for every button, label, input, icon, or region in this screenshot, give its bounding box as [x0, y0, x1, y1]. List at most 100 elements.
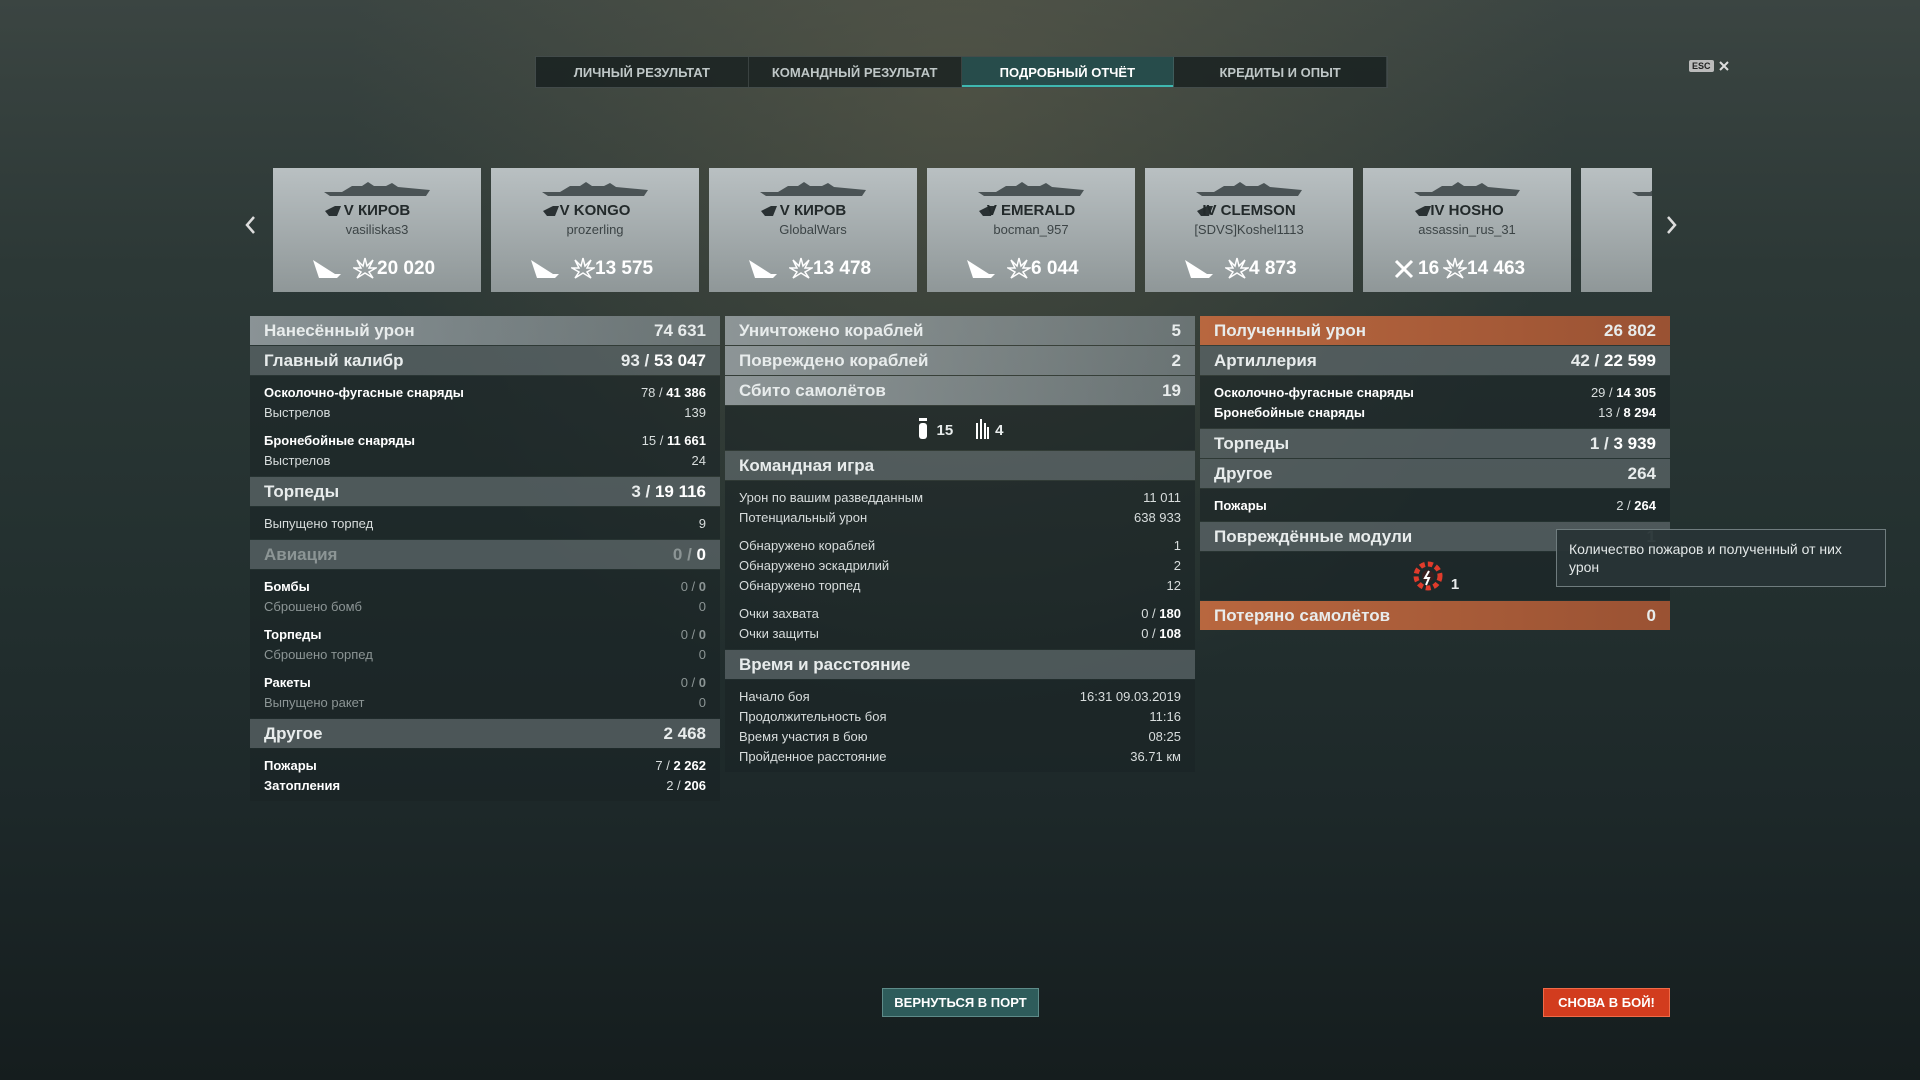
ships-icon	[313, 260, 341, 278]
class-icon	[761, 206, 777, 216]
section-header: Нанесённый урон 74 631	[250, 316, 720, 345]
section-title: Авиация	[264, 544, 338, 564]
class-icon	[1415, 206, 1431, 216]
ship-carousel: V КИРОВ vasiliskas3 20 020 V KONGO prozerlin…	[273, 168, 1652, 292]
stat-value: 7 / 2 262	[655, 757, 706, 773]
section-title: Торпеды	[264, 481, 340, 501]
section-header: Уничтожено кораблей 5	[725, 316, 1195, 345]
stat-label: Бронебойные снаряды	[1214, 404, 1365, 420]
ship-card[interactable]: V КИРОВ vasiliskas3 20 020	[273, 168, 481, 292]
stat-label: Обнаружено торпед	[739, 577, 861, 593]
stat-value: 15 / 11 661	[641, 432, 706, 448]
player-name: GlobalWars	[779, 222, 847, 237]
section-value: 5	[1171, 320, 1181, 340]
ship-card[interactable]: V КИРОВ GlobalWars 13 478	[709, 168, 917, 292]
ship-card[interactable]: V EMERALD bocman_957 6 044	[927, 168, 1135, 292]
stats-panel: Полученный урон 26 802 Артиллерия 42 / 22 5…	[1200, 316, 1670, 631]
planes-destroyed: 16	[1418, 258, 1440, 279]
section-header: Полученный урон 26 802	[1200, 316, 1670, 345]
section-items: Осколочно-фугасные снаряды 29 / 14 305 Бро…	[1200, 376, 1670, 428]
close-button[interactable]: ESC	[1689, 60, 1730, 72]
section-header: Командная игра	[725, 451, 1195, 480]
stat-value: 1	[1173, 537, 1181, 553]
player-name: vasiliskas3	[345, 222, 409, 237]
prev-arrow[interactable]	[244, 215, 256, 235]
tab-bar: ЛИЧНЫЙ РЕЗУЛЬТАТ КОМАНДНЫЙ РЕЗУЛЬТАТ ПОДРО…	[535, 56, 1388, 88]
section-value: 264	[1627, 463, 1656, 483]
module: 1	[1411, 559, 1459, 593]
stat-label: Сброшено бомб	[264, 598, 362, 614]
section-title: Полученный урон	[1214, 320, 1367, 340]
section-title: Главный калибр	[264, 350, 404, 370]
tab[interactable]: ЛИЧНЫЙ РЕЗУЛЬТАТ	[536, 57, 749, 87]
section-value: 74 631	[654, 320, 706, 340]
stat-row: Затопления 2 / 206	[250, 775, 720, 795]
ship-card[interactable]: IV HOSHO assassin_rus_31 16 14 463	[1363, 168, 1571, 292]
damage-icon	[1225, 257, 1249, 279]
stat-row: Начало боя 16:31 09.03.2019	[725, 686, 1195, 706]
stat-row: Осколочно-фугасные снаряды 29 / 14 305	[1200, 382, 1670, 402]
stat-row: Бомбы 0 / 0	[250, 576, 720, 596]
stat-value: 36.71 км	[1130, 748, 1181, 764]
section-title: Повреждённые модули	[1214, 526, 1413, 546]
torpedo-bomber-icon	[976, 419, 990, 439]
stat-value: 0 / 108	[1141, 625, 1181, 641]
stat-row: Урон по вашим разведданным 11 011	[725, 487, 1195, 507]
ships-icon	[749, 260, 777, 278]
damage-icon	[571, 257, 595, 279]
tooltip: Количество пожаров и полученный от них у…	[1556, 529, 1886, 587]
stat-row: Очки захвата 0 / 180	[725, 603, 1195, 623]
ship-silhouette	[978, 182, 1084, 196]
section-title: Артиллерия	[1214, 350, 1317, 370]
stat-value: 9	[698, 515, 706, 531]
section-header: Другое 2 468	[250, 719, 720, 748]
damage-icon	[353, 257, 377, 279]
class-icon	[979, 206, 995, 216]
damage-dealt: 20 020	[377, 258, 436, 279]
player-name: [SDVS]Koshel1113	[1194, 222, 1304, 237]
stat-label: Очки защиты	[739, 625, 819, 641]
section-header: Артиллерия 42 / 22 599	[1200, 346, 1670, 375]
stat-label: Пожары	[1214, 497, 1267, 513]
ship-name: V КИРОВ	[343, 202, 411, 219]
section-items: Осколочно-фугасные снаряды 78 / 41 386 Выс…	[250, 376, 720, 476]
stat-label: Потенциальный урон	[739, 509, 868, 525]
ship-silhouette	[1414, 182, 1520, 196]
section-title: Торпеды	[1214, 433, 1290, 453]
section-title: Командная игра	[739, 455, 875, 475]
stat-label: Сброшено торпед	[264, 646, 373, 662]
player-name: prozerling	[566, 222, 624, 237]
tab[interactable]: ПОДРОБНЫЙ ОТЧЁТ	[961, 57, 1175, 87]
bomber-icon	[919, 418, 928, 439]
stats-panel: Нанесённый урон 74 631 Главный калибр 93 / …	[250, 316, 720, 802]
stat-label: Бронебойные снаряды	[264, 432, 415, 448]
stat-row: Очки защиты 0 / 108	[725, 623, 1195, 643]
next-arrow[interactable]	[1666, 215, 1678, 235]
section-value: 26 802	[1604, 320, 1656, 340]
section-header: Торпеды 1 / 3 939	[1200, 429, 1670, 458]
tab[interactable]: КРЕДИТЫ И ОПЫТ	[1174, 57, 1387, 87]
section-title: Другое	[264, 723, 323, 743]
battle-again-button[interactable]: СНОВА В БОЙ!	[1543, 988, 1670, 1017]
section-title: Сбито самолётов	[739, 380, 886, 400]
return-to-port-button[interactable]: ВЕРНУТЬСЯ В ПОРТ	[882, 988, 1039, 1017]
stat-label: Выстрелов	[264, 452, 331, 468]
stat-row: Выпущено ракет 0	[250, 692, 720, 712]
ship-card[interactable]: V KONGO prozerling 13 575	[491, 168, 699, 292]
damage-dealt: 13 575	[595, 258, 654, 279]
tab[interactable]: КОМАНДНЫЙ РЕЗУЛЬТАТ	[749, 57, 962, 87]
stat-value: 12	[1166, 577, 1181, 593]
ship-name: IV HOSHO	[1430, 202, 1504, 219]
player-name: bocman_957	[993, 222, 1069, 237]
section-value: 2 468	[663, 723, 706, 743]
damage-dealt: 14 463	[1467, 258, 1526, 279]
ship-silhouette	[1632, 190, 1652, 196]
stat-value: 13 / 8 294	[1598, 404, 1656, 420]
ship-card[interactable]	[1581, 168, 1652, 292]
stat-value: 2	[1173, 557, 1181, 573]
ship-card[interactable]: IV CLEMSON [SDVS]Koshel1113 4 873	[1145, 168, 1353, 292]
section-value: 2	[1171, 350, 1181, 370]
stat-label: Выстрелов	[264, 404, 331, 420]
section-value: 1 / 3 939	[1589, 433, 1656, 453]
ship-name: V КИРОВ	[779, 202, 847, 219]
